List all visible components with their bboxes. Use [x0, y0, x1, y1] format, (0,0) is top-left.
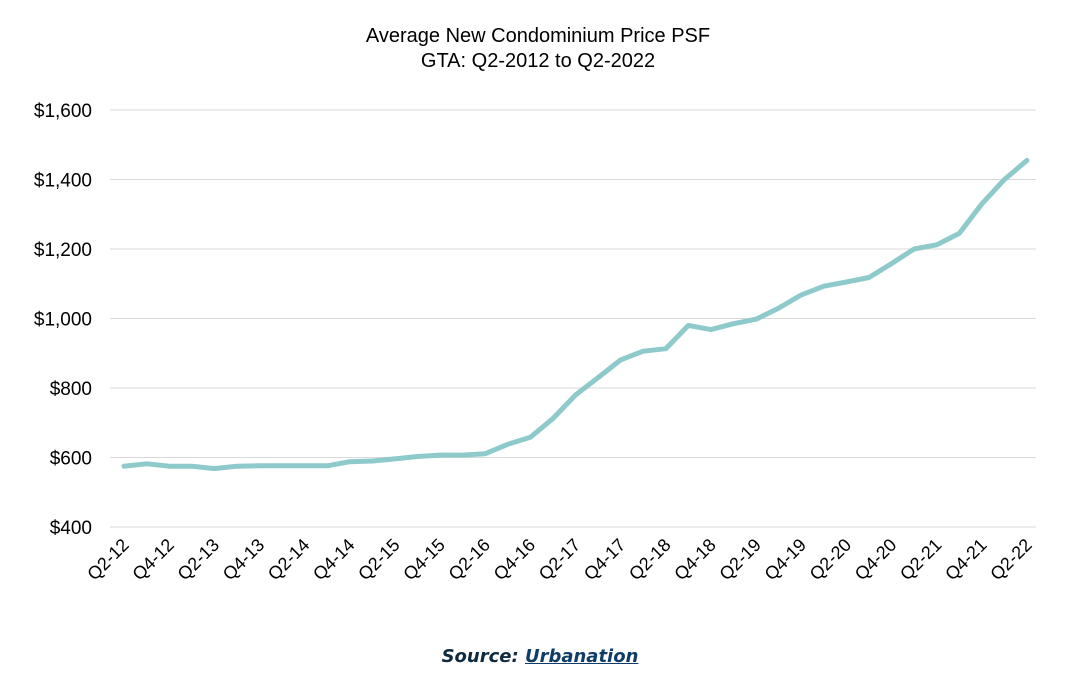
x-tick-label: Q2-18: [625, 535, 675, 585]
x-tick-label: Q4-15: [399, 535, 449, 585]
x-tick-label: Q2-16: [445, 535, 495, 585]
x-tick-label: Q2-15: [354, 535, 404, 585]
series-layer: [121, 157, 1030, 472]
x-tick-label: Q4-17: [580, 535, 630, 585]
series-line: [121, 157, 1030, 472]
chart-title: Average New Condominium Price PSF: [366, 25, 710, 47]
x-tick-label: Q4-18: [670, 535, 720, 585]
line-chart: Average New Condominium Price PSF GTA: Q…: [34, 25, 1036, 585]
y-axis-tick-labels: $400 $600 $800 $1,000 $1,200 $1,400 $1,600: [34, 101, 92, 539]
y-tick-label: $800: [50, 379, 92, 400]
gridlines: [110, 109, 1036, 528]
y-tick-label: $1,400: [34, 171, 92, 192]
chart-subtitle: GTA: Q2-2012 to Q2-2022: [421, 50, 655, 72]
x-tick-label: Q4-14: [309, 535, 359, 585]
x-tick-label: Q4-12: [128, 535, 178, 585]
y-tick-label: $1,600: [34, 101, 92, 122]
x-tick-label: Q2-21: [896, 535, 946, 585]
y-tick-label: $400: [50, 518, 92, 539]
y-tick-label: $1,200: [34, 240, 92, 261]
x-tick-label: Q2-20: [806, 535, 856, 585]
x-tick-label: Q2-22: [986, 535, 1036, 585]
source-credit: Source: Urbanation: [0, 646, 1080, 667]
x-tick-label: Q2-17: [535, 535, 585, 585]
x-tick-label: Q2-12: [83, 535, 133, 585]
x-tick-label: Q2-13: [174, 535, 224, 585]
x-tick-label: Q2-14: [264, 535, 314, 585]
x-tick-label: Q4-13: [219, 535, 269, 585]
x-tick-label: Q4-21: [941, 535, 991, 585]
source-link[interactable]: Urbanation: [524, 646, 639, 667]
x-tick-label: Q4-20: [851, 535, 901, 585]
x-tick-label: Q2-19: [715, 535, 765, 585]
x-axis-tick-labels: Q2-12Q4-12Q2-13Q4-13Q2-14Q4-14Q2-15Q4-15…: [83, 535, 1036, 585]
y-tick-label: $600: [50, 449, 92, 470]
x-tick-label: Q4-16: [490, 535, 540, 585]
y-tick-label: $1,000: [34, 310, 92, 331]
x-tick-label: Q4-19: [761, 535, 811, 585]
source-label: Source:: [441, 646, 525, 667]
